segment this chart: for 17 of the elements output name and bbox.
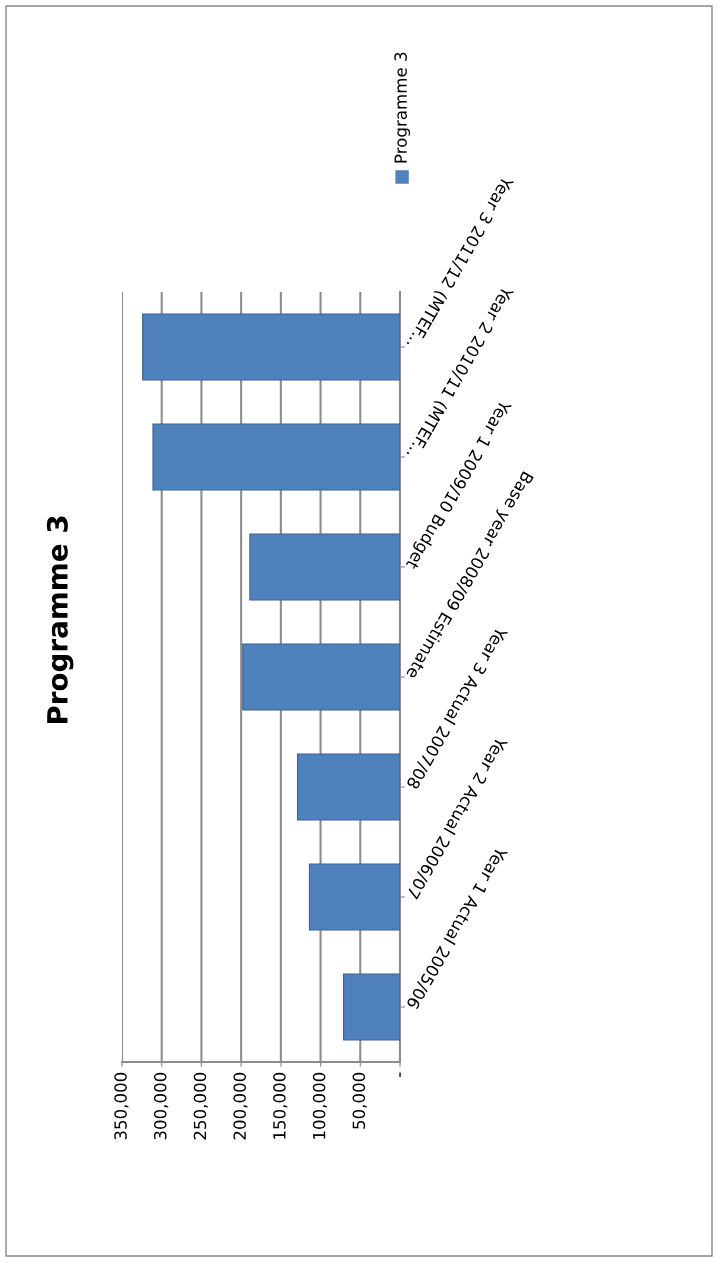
bar	[296, 753, 400, 821]
x-tick-label: 100,000	[312, 1072, 328, 1139]
bar	[242, 643, 400, 711]
bar	[308, 863, 400, 931]
bar	[152, 423, 400, 491]
text: Programme 3	[46, 516, 74, 724]
x-tick-label: 150,000	[273, 1072, 288, 1139]
text: Programme 3	[394, 52, 411, 163]
bar	[142, 313, 400, 381]
x-tick-label: 200,000	[233, 1072, 248, 1140]
x-tick-label: -	[399, 1072, 401, 1077]
x-tick-label: 250,000	[193, 1072, 208, 1140]
x-tick-label: 300,000	[153, 1072, 169, 1140]
x-tick-label: 50,000	[352, 1072, 367, 1129]
bar	[249, 533, 400, 601]
bar	[343, 973, 400, 1041]
x-tick-label: 350,000	[114, 1072, 129, 1140]
